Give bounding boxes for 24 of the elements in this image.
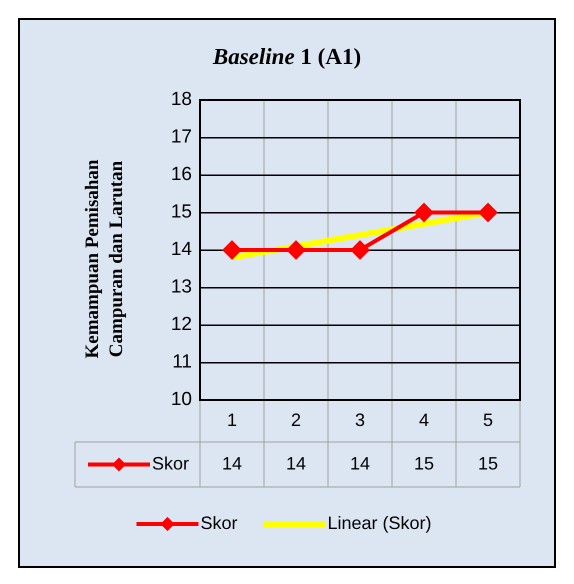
chart-title: Baseline 1 (A1): [212, 44, 362, 70]
x-tick-label: 5: [482, 410, 494, 430]
text: Skor: [200, 512, 238, 533]
y-tick-label: 14: [170, 239, 192, 260]
x-tick-label: 4: [418, 410, 430, 430]
x-tick-label: 3: [354, 410, 366, 430]
x-tick-label: 2: [290, 410, 302, 430]
legend-label: Skor: [152, 453, 190, 474]
y-axis-title: Kemampuan Pemisahan Campuran dan Larutan: [81, 158, 128, 360]
data-label: 14: [286, 453, 306, 474]
x-tick-label: 1: [226, 410, 238, 430]
data-label: 15: [478, 453, 498, 474]
y-tick-label: 16: [170, 164, 192, 186]
y-tick-label: 12: [170, 314, 192, 336]
y-tick-label: 18: [170, 89, 192, 110]
data-label: 15: [414, 453, 434, 474]
y-tick-label: 13: [170, 276, 192, 298]
y-tick-label: 10: [170, 389, 192, 410]
data-label: 14: [222, 453, 242, 474]
y-tick-label: 17: [170, 126, 192, 148]
data-label: 14: [350, 453, 370, 474]
y-tick-label: 11: [172, 352, 192, 373]
legend-label: Linear (Skor): [327, 512, 432, 533]
y-tick-label: 15: [170, 202, 192, 223]
